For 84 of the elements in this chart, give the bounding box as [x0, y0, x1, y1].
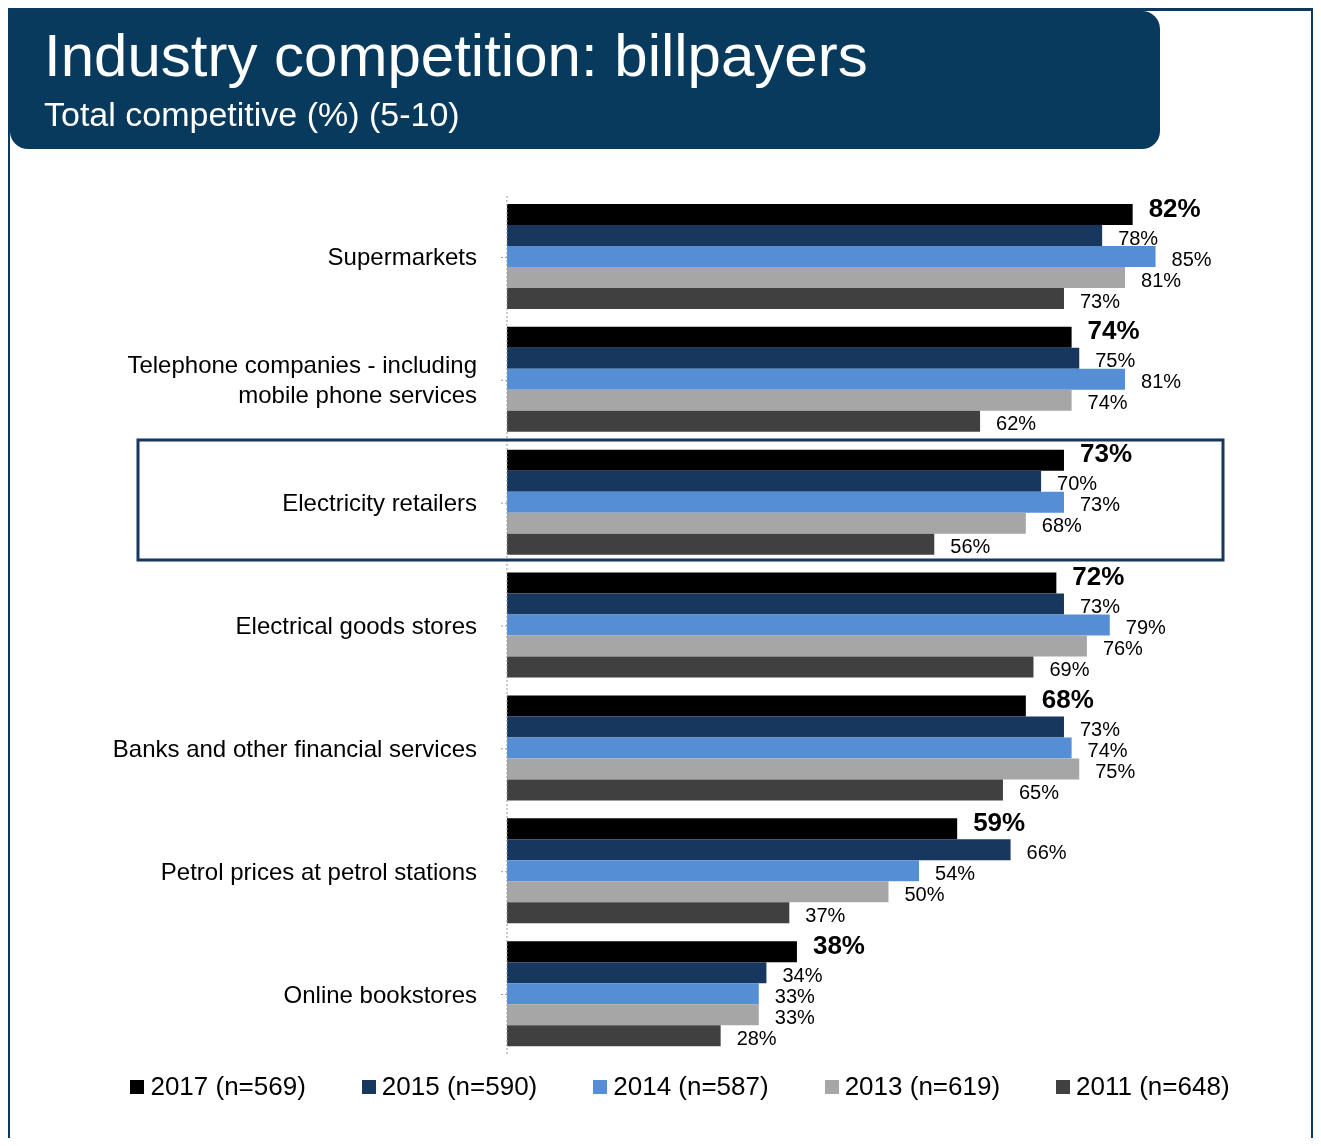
data-label: 28%	[736, 1026, 777, 1049]
data-label: 33%	[774, 984, 816, 1007]
bar	[507, 593, 1064, 615]
data-label: 73%	[1079, 595, 1121, 618]
bar	[507, 572, 1057, 594]
data-label: 65%	[1018, 780, 1060, 803]
data-label: 54%	[935, 861, 976, 884]
legend-label: 2014 (n=587)	[613, 1071, 769, 1102]
bar	[507, 512, 1026, 534]
bar	[507, 758, 1080, 780]
bar	[507, 246, 1156, 267]
data-label: 75%	[1095, 349, 1136, 372]
y-tick-label: Banks and other financial services	[112, 734, 477, 762]
data-label: 33%	[774, 1005, 816, 1028]
chart-title: Industry competition: billpayers	[44, 21, 868, 90]
data-label: 73%	[1079, 493, 1121, 516]
data-label: 66%	[1026, 840, 1067, 863]
bar	[507, 491, 1064, 513]
bar	[507, 533, 935, 555]
bar	[507, 288, 1064, 309]
data-label: 70%	[1057, 472, 1098, 495]
legend-label: 2015 (n=590)	[381, 1071, 538, 1102]
data-label: 72%	[1072, 561, 1125, 592]
data-label: 68%	[1041, 683, 1094, 714]
bar	[507, 470, 1042, 492]
bar	[507, 449, 1064, 471]
legend-label: 2013 (n=619)	[844, 1071, 1001, 1102]
bar	[507, 962, 767, 984]
data-label: 81%	[1141, 268, 1182, 291]
bar	[507, 881, 889, 903]
data-label: 75%	[1095, 759, 1136, 782]
data-label: 82%	[1148, 192, 1201, 223]
data-label: 38%	[812, 929, 865, 960]
bar	[507, 716, 1064, 738]
bar	[507, 635, 1087, 657]
data-label: 56%	[950, 535, 991, 558]
bar	[507, 779, 1003, 801]
bar	[507, 326, 1072, 348]
bar	[507, 1004, 759, 1026]
bar	[507, 368, 1126, 390]
data-label: 81%	[1141, 370, 1182, 393]
bar	[507, 839, 1011, 861]
bar	[507, 695, 1026, 717]
bar	[507, 389, 1072, 411]
bar	[507, 860, 920, 882]
bar	[507, 941, 797, 963]
bar	[507, 225, 1103, 246]
data-label: 68%	[1041, 514, 1083, 537]
data-label: 74%	[1087, 391, 1128, 414]
y-tick-label: Supermarkets	[327, 243, 477, 271]
y-tick-label: Petrol prices at petrol stations	[160, 857, 477, 885]
data-label: 62%	[996, 412, 1037, 435]
data-label: 50%	[904, 882, 945, 905]
bar	[507, 902, 790, 924]
data-label: 69%	[1049, 658, 1090, 681]
data-label: 78%	[1118, 226, 1159, 249]
data-label: 34%	[782, 963, 823, 986]
legend-label: 2011 (n=648)	[1076, 1071, 1230, 1102]
bar	[507, 410, 981, 432]
chart-subtitle: Total competitive (%) (5-10)	[44, 95, 460, 134]
bar	[507, 737, 1072, 759]
bar	[507, 347, 1080, 369]
bar	[507, 614, 1110, 636]
y-tick-label: Online bookstores	[283, 980, 477, 1008]
bar	[507, 204, 1133, 225]
y-tick-label: Telephone companies - including mobile phone services	[127, 351, 477, 409]
data-label: 73%	[1079, 717, 1121, 740]
data-label: 37%	[805, 903, 846, 926]
y-tick-label: Electricity retailers	[282, 489, 477, 517]
data-label: 76%	[1102, 637, 1144, 660]
data-label: 79%	[1125, 616, 1167, 639]
data-label: 73%	[1079, 289, 1121, 312]
bar	[507, 267, 1126, 288]
legend-label: 2017 (n=569)	[150, 1071, 306, 1102]
data-label: 74%	[1087, 738, 1128, 761]
data-label: 73%	[1079, 438, 1133, 469]
bar	[507, 656, 1034, 678]
bar	[507, 1025, 721, 1047]
data-label: 59%	[973, 806, 1026, 837]
bar	[507, 818, 958, 840]
data-label: 74%	[1087, 315, 1140, 346]
data-label: 85%	[1171, 247, 1212, 270]
y-tick-label: Electrical goods stores	[235, 612, 477, 639]
bar	[507, 983, 759, 1005]
